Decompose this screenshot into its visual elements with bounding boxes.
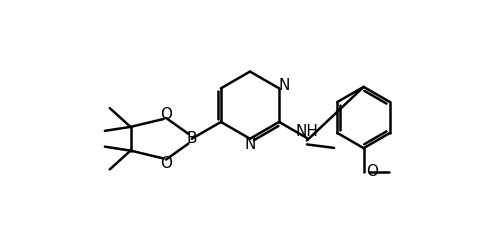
Text: B: B [186, 131, 197, 146]
Text: N: N [278, 78, 290, 93]
Text: O: O [160, 156, 172, 171]
Text: O: O [160, 106, 172, 121]
Text: O: O [366, 164, 378, 179]
Text: N: N [244, 137, 256, 152]
Text: NH: NH [296, 124, 318, 139]
